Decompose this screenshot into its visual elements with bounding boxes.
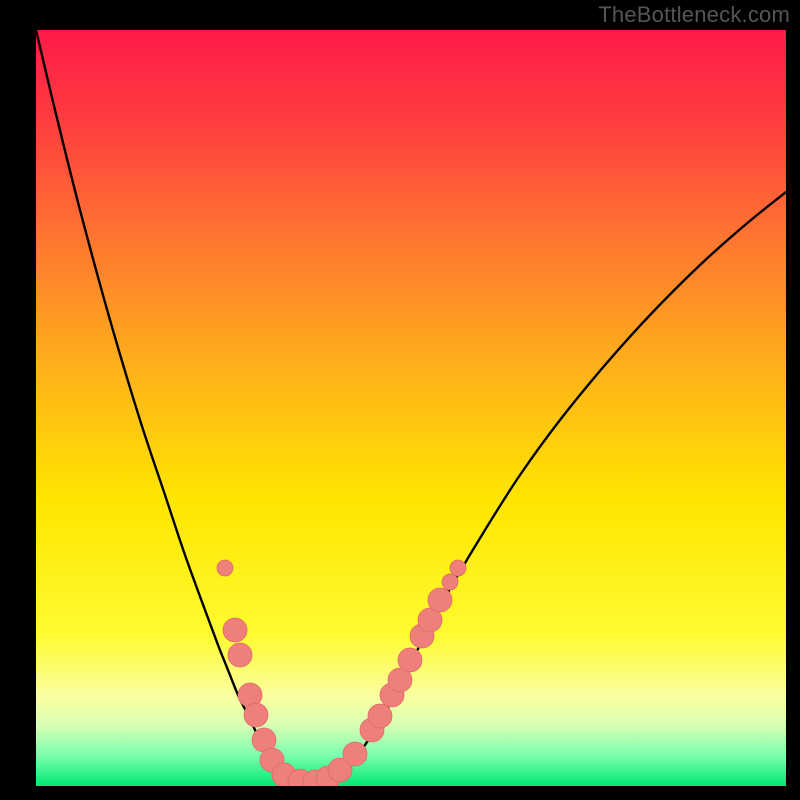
data-marker — [368, 704, 392, 728]
chart-container: TheBottleneck.com — [0, 0, 800, 800]
plot-background — [36, 30, 786, 786]
data-marker — [428, 588, 452, 612]
data-marker — [228, 643, 252, 667]
data-marker — [398, 648, 422, 672]
data-marker — [217, 560, 233, 576]
watermark-text: TheBottleneck.com — [598, 2, 790, 28]
data-marker — [343, 742, 367, 766]
data-marker — [244, 703, 268, 727]
bottleneck-chart — [0, 0, 800, 800]
data-marker — [442, 574, 458, 590]
data-marker — [223, 618, 247, 642]
data-marker — [450, 560, 466, 576]
